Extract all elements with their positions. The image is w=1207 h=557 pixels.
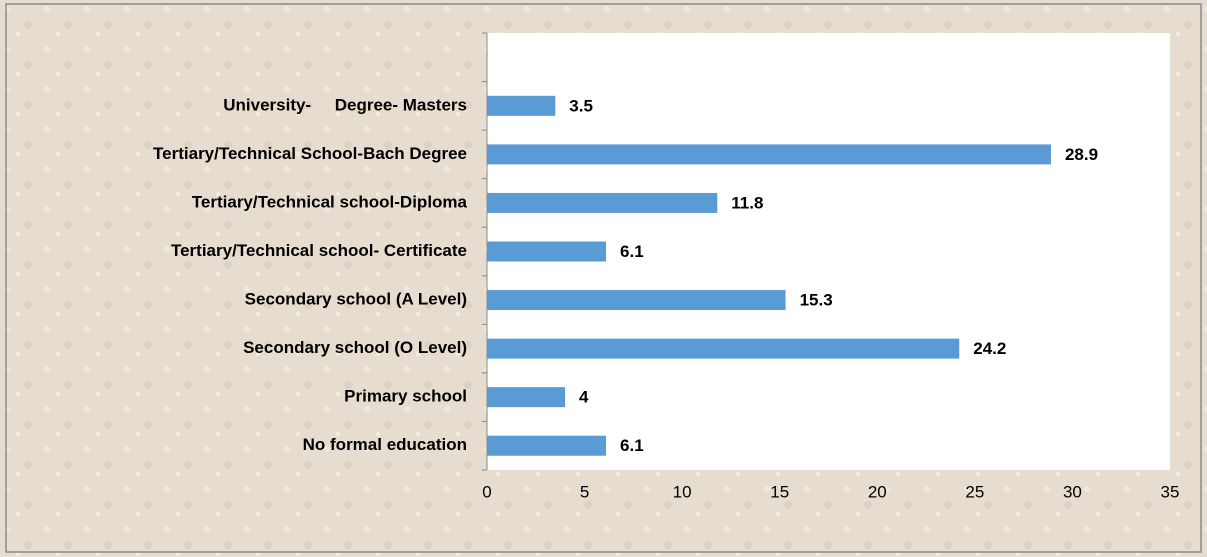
y-tick-label: Secondary school (A Level) [245,290,467,309]
bar [487,338,960,359]
x-tick-label: 0 [482,482,491,501]
bar [487,435,607,456]
y-tick-label: University- Degree- Masters [223,95,467,114]
value-label: 3.5 [569,96,593,115]
y-tick-label: Tertiary/Technical school-Diploma [192,192,468,211]
bar [487,241,607,262]
x-tick-label: 35 [1161,482,1180,501]
y-tick-label: Secondary school (O Level) [243,338,467,357]
y-tick-label: Primary school [344,387,467,406]
bar [487,95,556,116]
bar [487,192,718,213]
value-label: 11.8 [731,193,763,212]
value-label: 15.3 [800,291,833,310]
value-label: 24.2 [973,339,1006,358]
x-tick-label: 25 [965,482,984,501]
value-label: 28.9 [1065,145,1098,164]
value-label: 4 [579,388,589,407]
x-tick-label: 20 [868,482,887,501]
x-tick-label: 15 [770,482,789,501]
value-label: 6.1 [620,242,644,261]
x-tick-label: 30 [1063,482,1082,501]
y-tick-label: Tertiary/Technical school- Certificate [171,241,467,260]
y-tick-label: No formal education [303,435,467,454]
bar [487,144,1051,165]
x-tick-label: 10 [673,482,692,501]
y-tick-label: Tertiary/Technical School-Bach Degree [153,144,467,163]
frame [5,3,1202,553]
x-tick-label: 5 [580,482,589,501]
bar [487,387,566,408]
bar [487,290,786,311]
value-label: 6.1 [620,436,644,455]
